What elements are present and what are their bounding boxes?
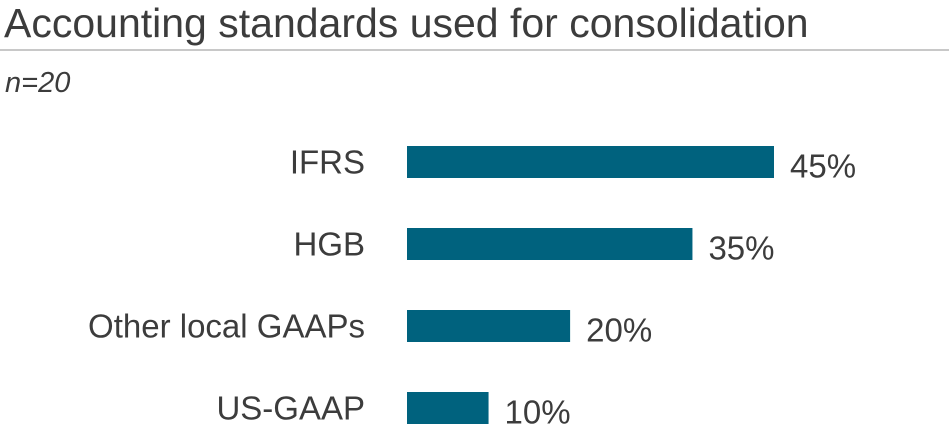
bar-us-gaap: [407, 392, 489, 424]
bar-ifrs: [407, 146, 774, 178]
value-label: 20%: [586, 312, 652, 349]
value-label: 45%: [790, 148, 856, 185]
bar-hgb: [407, 228, 693, 260]
sample-size-note: n=20: [5, 67, 71, 99]
value-label: 10%: [505, 394, 571, 431]
chart-title: Accounting standards used for consolidat…: [4, 0, 809, 46]
bar-other-local-gaaps: [407, 310, 571, 342]
category-label: Other local GAAPs: [88, 308, 365, 345]
value-label: 35%: [708, 230, 774, 267]
title-divider: [0, 49, 949, 51]
category-label: HGB: [293, 226, 365, 263]
category-label: IFRS: [290, 144, 365, 181]
category-label: US-GAAP: [216, 390, 365, 427]
